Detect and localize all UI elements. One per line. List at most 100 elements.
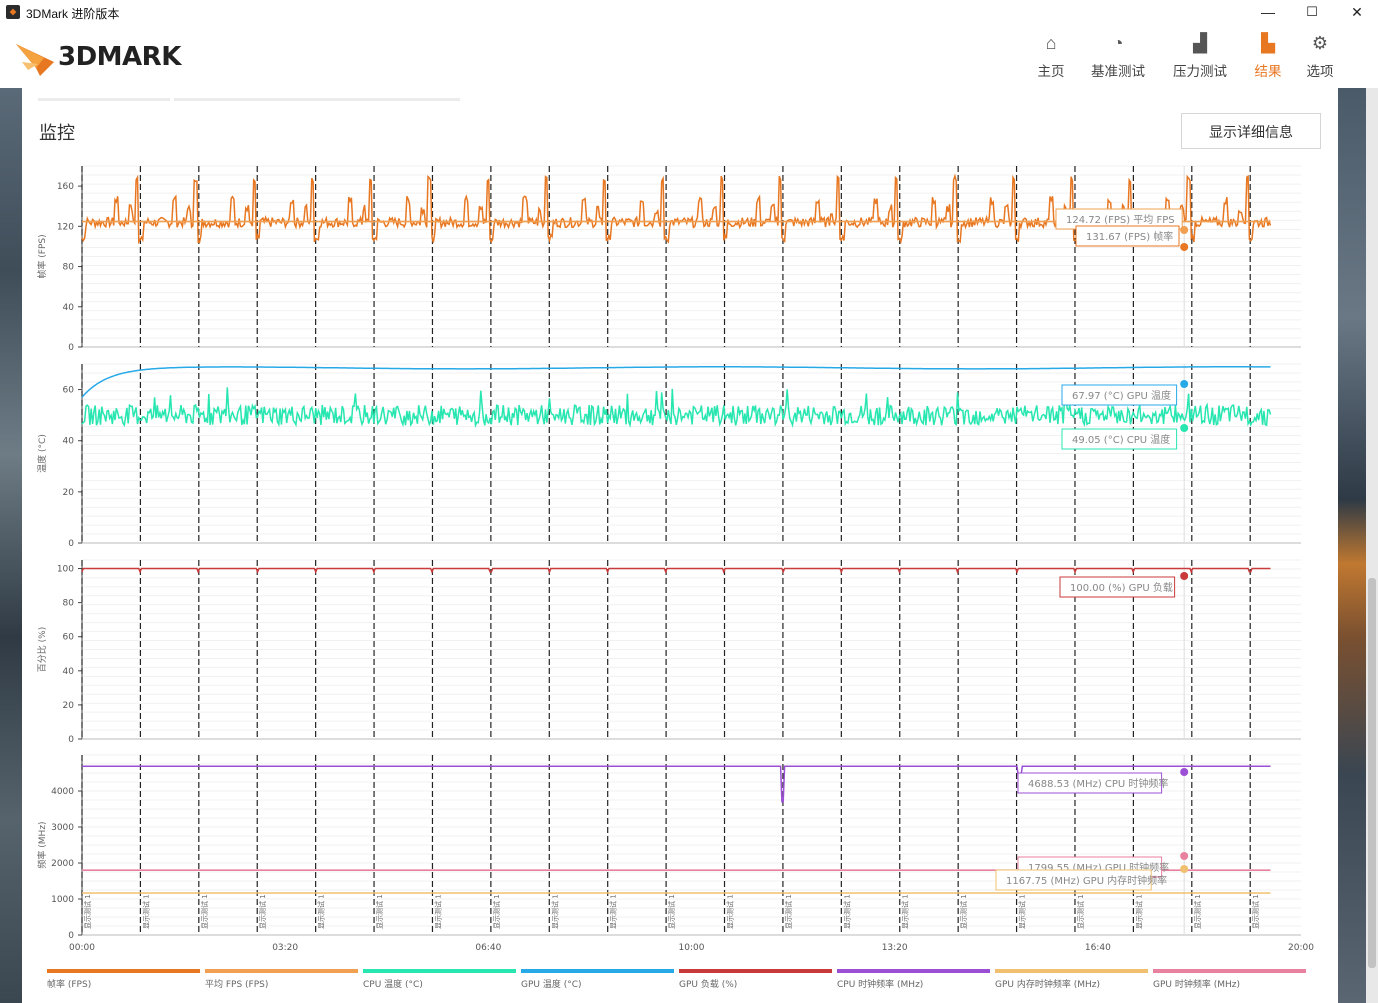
logo-swoosh-icon: [16, 44, 54, 76]
value-tooltip-box: [1059, 576, 1176, 598]
legend-item: GPU 时钟频率 (MHz): [1153, 969, 1306, 990]
y-tick-label: 60: [63, 386, 75, 396]
value-tooltip: 100.00 (%) GPU 负载: [1059, 572, 1189, 598]
nav-results-label: 结果: [1254, 64, 1282, 79]
test-marker-label: 显示测试 1: [1018, 894, 1027, 929]
cursor-dot: [1180, 865, 1189, 873]
value-tooltip: 49.05 (°C) CPU 温度: [1061, 424, 1189, 450]
section-title: 监控: [39, 123, 75, 144]
3dmark-logo[interactable]: 3DMARK: [14, 32, 224, 80]
app-icon: [6, 5, 20, 19]
legend-label: CPU 时钟频率 (MHz): [837, 978, 923, 990]
legend-swatch: [521, 969, 674, 973]
panel-tab-strip: [38, 88, 480, 101]
y-tick-label: 40: [63, 667, 75, 677]
y-tick-label: 0: [68, 735, 74, 745]
legend-swatch: [995, 969, 1148, 973]
value-tooltip-text: 4688.53 (MHz) CPU 时钟频率: [1028, 777, 1168, 790]
nav-benchmarks-label: 基准测试: [1091, 64, 1145, 79]
test-marker-label: 显示测试 1: [375, 894, 384, 929]
series-line: [82, 765, 1271, 803]
x-tick-label: 00:00: [69, 943, 95, 953]
value-tooltip: 67.97 (°C) GPU 温度: [1061, 380, 1189, 406]
x-tick-label: 06:40: [475, 943, 501, 953]
chart-panel-4: 0 1000 2000 3000 4000 频率 (MHz) 4688.53 (MHz) C…: [36, 754, 1301, 941]
test-marker-label: 显示测试 1: [726, 894, 735, 929]
chart-panel-1: 0 40 80 120 160 帧率 (FPS) 124.72 (FPS) 平均 FPS 13…: [36, 165, 1301, 353]
y-tick-label: 40: [63, 437, 75, 447]
cursor-dot: [1180, 226, 1189, 234]
value-tooltip-text: 49.05 (°C) CPU 温度: [1072, 433, 1170, 446]
close-button[interactable]: ✕: [1351, 4, 1363, 20]
y-tick-label: 20: [63, 701, 75, 711]
value-tooltip-box: [995, 869, 1152, 891]
y-axis-label: 帧率 (FPS): [36, 234, 48, 278]
nav-stress-tests[interactable]: ▟ 压力测试: [1168, 32, 1232, 84]
series-line: [81, 387, 1272, 429]
minimize-button[interactable]: —: [1261, 4, 1275, 20]
test-marker-label: 显示测试 1: [901, 894, 910, 929]
value-tooltip: 124.72 (FPS) 平均 FPS: [1055, 208, 1189, 234]
value-tooltip-box: [1061, 384, 1178, 406]
nav-benchmarks[interactable]: ◔ 基准测试: [1086, 32, 1150, 84]
cursor-dot: [1180, 768, 1189, 776]
test-marker-label: 显示测试 1: [83, 894, 92, 929]
legend-swatch: [679, 969, 832, 973]
cursor-dot: [1180, 424, 1189, 432]
nav-results[interactable]: ▙ 结果: [1246, 32, 1290, 84]
legend-item: 帧率 (FPS): [47, 969, 200, 990]
nav-home-label: 主页: [1037, 64, 1065, 79]
value-tooltip-text: 131.67 (FPS) 帧率: [1086, 230, 1173, 243]
window-title: 3DMark 进阶版本: [26, 7, 120, 21]
chart-panel-2: 0 20 40 60 温度 (°C) 67.97 (°C) GPU 温度 49.05 (°C…: [36, 363, 1301, 549]
legend-label: GPU 时钟频率 (MHz): [1153, 978, 1240, 990]
test-marker-label: 显示测试 1: [784, 894, 793, 929]
nav-options[interactable]: ⚙ 选项: [1298, 32, 1342, 84]
legend-swatch: [47, 969, 200, 973]
legend-swatch: [1153, 969, 1306, 973]
app-header: 3DMARK ⌂ 主页 ◔ 基准测试 ▟ 压力测试 ▙ 结果 ⚙ 选项: [0, 24, 1378, 88]
nav-home[interactable]: ⌂ 主页: [1028, 32, 1074, 84]
chart-panel-3: 0 20 40 60 80 100 百分比 (%) 100.00 (%) GPU 负载: [36, 559, 1301, 745]
page-scrollbar[interactable]: [1366, 88, 1378, 1003]
legend-item: GPU 内存时钟频率 (MHz): [995, 969, 1148, 990]
legend-swatch: [837, 969, 990, 973]
test-marker-label: 显示测试 1: [141, 894, 150, 929]
x-tick-label: 13:20: [882, 943, 908, 953]
value-tooltip-text: 67.97 (°C) GPU 温度: [1072, 389, 1171, 402]
test-marker-label: 显示测试 1: [492, 894, 501, 929]
test-marker-label: 显示测试 1: [1193, 894, 1202, 929]
show-details-button[interactable]: 显示详细信息: [1181, 113, 1321, 149]
cursor-dot: [1180, 243, 1189, 251]
results-icon: ▙: [1261, 33, 1275, 53]
test-marker-label: 显示测试 1: [317, 894, 326, 929]
scrollbar-thumb[interactable]: [1368, 578, 1376, 968]
value-tooltip-box: [1017, 772, 1163, 794]
test-marker-label: 显示测试 1: [200, 894, 209, 929]
y-tick-label: 0: [68, 343, 74, 353]
value-tooltip-text: 100.00 (%) GPU 负载: [1070, 581, 1173, 594]
y-tick-label: 120: [57, 222, 74, 232]
test-marker-label: 显示测试 1: [667, 894, 676, 929]
series-line: [81, 567, 1271, 575]
value-tooltip-box: [1061, 428, 1178, 450]
cursor-dot: [1180, 572, 1189, 580]
test-marker-label: 显示测试 1: [1076, 894, 1085, 929]
home-icon: ⌂: [1045, 33, 1057, 53]
value-tooltip-box: [1075, 225, 1180, 247]
legend-label: 帧率 (FPS): [47, 978, 91, 990]
y-tick-label: 80: [63, 599, 75, 609]
value-tooltip: 4688.53 (MHz) CPU 时钟频率: [1017, 768, 1189, 794]
nav-stress-tests-label: 压力测试: [1173, 64, 1227, 79]
y-tick-label: 2000: [51, 859, 74, 869]
y-tick-label: 0: [68, 931, 74, 941]
x-tick-label: 20:00: [1288, 943, 1314, 953]
maximize-button[interactable]: ☐: [1306, 4, 1318, 19]
gauge-icon: ◔: [1112, 33, 1124, 53]
value-tooltip-text: 1167.75 (MHz) GPU 内存时钟频率: [1006, 874, 1167, 887]
test-marker-label: 显示测试 1: [959, 894, 968, 929]
legend-item: 平均 FPS (FPS): [205, 969, 358, 990]
logo-text: 3DMARK: [58, 42, 181, 72]
bar-chart-icon: ▟: [1193, 33, 1207, 53]
